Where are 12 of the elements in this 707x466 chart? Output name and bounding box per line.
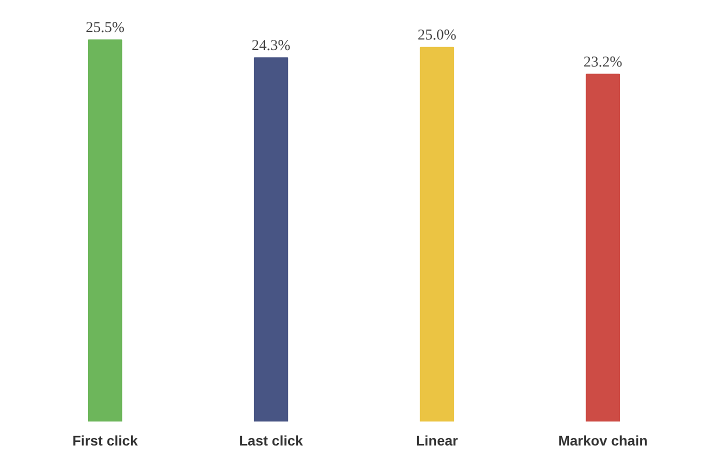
data-label: 25.5% [86, 20, 124, 36]
data-label: 25.0% [418, 27, 456, 44]
data-label: 24.3% [252, 38, 290, 54]
bar [254, 57, 288, 422]
x-tick-label: Markov chain [558, 432, 648, 448]
bar [88, 39, 122, 422]
data-label: 23.2% [584, 54, 622, 70]
bar [586, 74, 620, 422]
x-tick-label: First click [72, 432, 138, 448]
x-tick-label: Linear [416, 432, 459, 448]
bar [420, 46, 454, 422]
x-tick-label: Last click [239, 432, 304, 448]
